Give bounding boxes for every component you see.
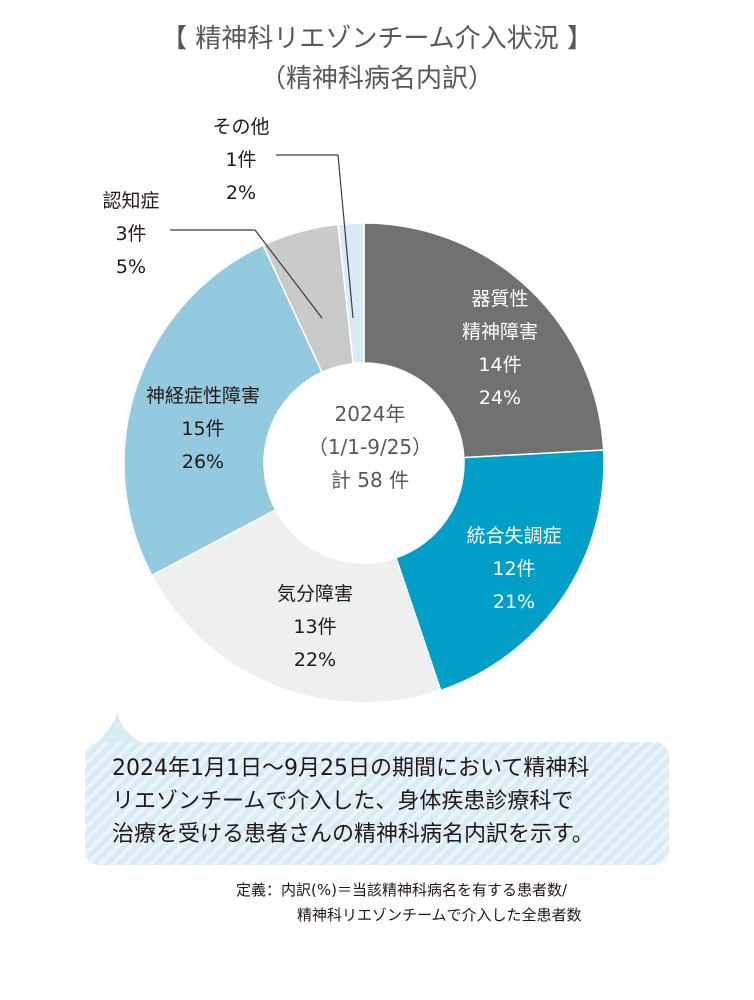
- donut-slice-0: [363, 222, 605, 459]
- center-period: （1/1-9/25）: [307, 435, 433, 459]
- note-bubble: [85, 742, 669, 865]
- definition-line-2: 精神科リエゾンチームで介入した全患者数: [297, 906, 582, 924]
- slice-name-line: 精神障害: [461, 321, 538, 343]
- slice-count: 1件: [225, 149, 257, 171]
- donut-slice-2: [150, 508, 442, 704]
- slice-name: 神経症性障害: [145, 385, 260, 407]
- slice-percent: 22%: [293, 649, 337, 671]
- slice-count: 14件: [478, 354, 522, 376]
- note-line: 治療を受ける患者さんの精神科病名内訳を示す。: [112, 822, 594, 847]
- slice-label-dementia: 認知症 3件 5%: [86, 185, 176, 284]
- slice-label-schizophrenia: 統合失調症 12件 21%: [444, 520, 584, 619]
- slice-name: 統合失調症: [466, 525, 562, 547]
- slice-count: 3件: [115, 223, 147, 245]
- slice-name-line: 器質性: [471, 288, 529, 310]
- donut-slice-1: [394, 449, 605, 692]
- note-line: リエゾンチームで介入した、身体疾患診療科で: [112, 789, 574, 814]
- slice-label-other: その他 1件 2%: [196, 111, 286, 210]
- donut-slice-3: [123, 244, 324, 577]
- slice-percent: 24%: [478, 387, 522, 409]
- slice-label-neurotic: 神経症性障害 15件 26%: [128, 380, 278, 479]
- center-total: 計 58 件: [330, 468, 410, 492]
- note-text: 2024年1月1日〜9月25日の期間において精神科 リエゾンチームで介入した、身…: [112, 752, 662, 851]
- slice-percent: 21%: [492, 591, 536, 613]
- slice-percent: 26%: [181, 451, 225, 473]
- slice-name: 認知症: [102, 190, 160, 212]
- definition-line-1: 定義：内訳(%)＝当該精神科病名を有する患者数/: [236, 881, 568, 899]
- leader-line-dementia-diag: [254, 229, 323, 319]
- slice-label-organic: 器質性精神障害 14件 24%: [430, 283, 570, 415]
- chart-title: 【 精神科リエゾンチーム介入状況 】: [161, 24, 593, 54]
- leader-line-other-diag: [337, 154, 354, 319]
- slice-name: 気分障害: [276, 583, 353, 605]
- chart-subtitle: （精神科病名内訳）: [259, 64, 494, 94]
- slice-name: その他: [212, 116, 270, 138]
- slice-count: 13件: [293, 616, 337, 638]
- slice-count: 15件: [181, 418, 225, 440]
- slice-percent: 2%: [225, 182, 257, 204]
- center-year: 2024年: [334, 402, 406, 426]
- slice-label-mood: 気分障害 13件 22%: [245, 578, 385, 677]
- slice-count: 12件: [492, 558, 536, 580]
- slice-percent: 5%: [115, 256, 147, 278]
- slice-name: 器質性 精神障害: [430, 283, 570, 349]
- donut-center-label: 2024年 （1/1-9/25） 計 58 件: [285, 398, 455, 497]
- note-line: 2024年1月1日〜9月25日の期間において精神科: [112, 756, 590, 781]
